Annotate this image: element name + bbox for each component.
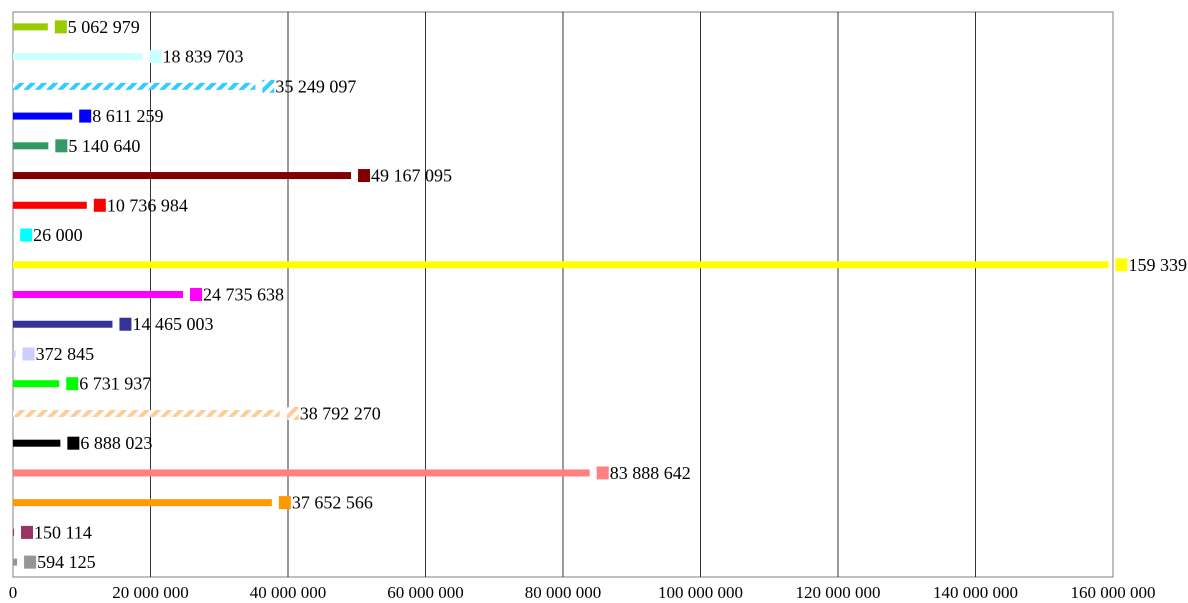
bar-end-marker (1115, 258, 1128, 272)
bar-end-marker (21, 525, 34, 539)
bar-end-marker (22, 347, 35, 361)
bar-end-marker (119, 317, 132, 331)
data-label: 26 000 (33, 225, 83, 245)
bar (13, 320, 113, 328)
bar (13, 261, 1109, 269)
bar-end-marker (262, 79, 275, 93)
bar (13, 231, 14, 239)
bar (13, 201, 87, 209)
data-label: 5 140 640 (68, 136, 140, 156)
data-label: 37 652 566 (292, 493, 373, 513)
bar (13, 469, 590, 477)
bar (13, 350, 16, 358)
bar-end-marker (286, 406, 299, 420)
data-label: 10 736 984 (107, 195, 188, 215)
data-label: 14 465 003 (132, 314, 213, 334)
x-tick-label: 20 000 000 (112, 583, 189, 602)
bar-end-marker (66, 377, 79, 391)
bar (13, 528, 15, 536)
x-axis-tick-labels: 0 20 000 000 40 000 000 60 000 000 80 000 00… (9, 583, 1156, 602)
data-label: 594 125 (37, 552, 96, 572)
x-tick-label: 120 000 000 (796, 583, 881, 602)
bar-end-marker (67, 436, 80, 450)
data-label: 8 611 259 (92, 106, 163, 126)
bar (13, 82, 256, 90)
bar (13, 558, 18, 566)
bar-end-marker (54, 20, 67, 34)
bar (13, 172, 352, 180)
x-tick-label: 100 000 000 (658, 583, 743, 602)
bar (13, 142, 49, 150)
data-label: 6 731 937 (79, 374, 151, 394)
x-tick-label: 80 000 000 (525, 583, 602, 602)
data-label: 83 888 642 (610, 463, 691, 483)
bar-end-marker (79, 109, 92, 123)
bar (13, 23, 48, 31)
bar (13, 380, 60, 388)
bar (13, 499, 272, 507)
data-label: 24 735 638 (203, 285, 284, 305)
data-label: 49 167 095 (371, 166, 452, 186)
bar-end-marker (149, 50, 162, 64)
data-label: 6 888 023 (80, 433, 152, 453)
bar-end-marker (20, 228, 33, 242)
bar-end-marker (93, 198, 106, 212)
bar (13, 53, 143, 61)
bars (13, 23, 1109, 566)
data-label: 5 062 979 (68, 17, 140, 37)
bar-end-marker (190, 288, 203, 301)
bar-markers (20, 20, 1128, 569)
x-tick-label: 40 000 000 (250, 583, 327, 602)
x-tick-label: 140 000 000 (933, 583, 1018, 602)
bar-end-marker (24, 555, 37, 569)
data-label: 18 839 703 (163, 47, 244, 67)
bar-end-marker (278, 496, 291, 510)
bar (13, 112, 73, 120)
bar (13, 409, 280, 417)
x-tick-label: 160 000 000 (1071, 583, 1156, 602)
gridlines (150, 12, 976, 577)
x-tick-label: 60 000 000 (387, 583, 464, 602)
bar-end-marker (596, 466, 609, 480)
bar-end-marker (358, 169, 371, 183)
data-label: 159 339 231 (1128, 255, 1188, 275)
x-tick-label: 0 (9, 583, 18, 602)
data-label: 38 792 270 (300, 403, 381, 423)
data-label: 35 249 097 (275, 76, 356, 96)
bar (13, 439, 61, 447)
data-label: 372 845 (36, 344, 95, 364)
bar-end-marker (55, 139, 68, 153)
data-label: 150 114 (34, 522, 92, 542)
data-labels: 5 062 979 18 839 703 35 249 097 8 611 259 5 … (33, 17, 1188, 572)
bar (13, 291, 184, 298)
